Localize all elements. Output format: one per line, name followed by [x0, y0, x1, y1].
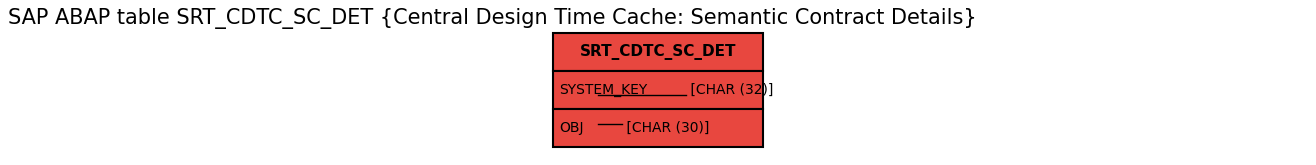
Text: OBJ: OBJ	[559, 121, 583, 135]
Bar	[553, 109, 763, 147]
Text: SYSTEM_KEY: SYSTEM_KEY	[559, 83, 647, 97]
Text: SAP ABAP table SRT_CDTC_SC_DET {Central Design Time Cache: Semantic Contract Det: SAP ABAP table SRT_CDTC_SC_DET {Central …	[8, 8, 976, 29]
Bar	[553, 71, 763, 109]
Text: SRT_CDTC_SC_DET: SRT_CDTC_SC_DET	[580, 44, 736, 60]
Text: [CHAR (30)]: [CHAR (30)]	[622, 121, 709, 135]
Text: [CHAR (32)]: [CHAR (32)]	[686, 83, 774, 97]
Bar	[553, 33, 763, 71]
